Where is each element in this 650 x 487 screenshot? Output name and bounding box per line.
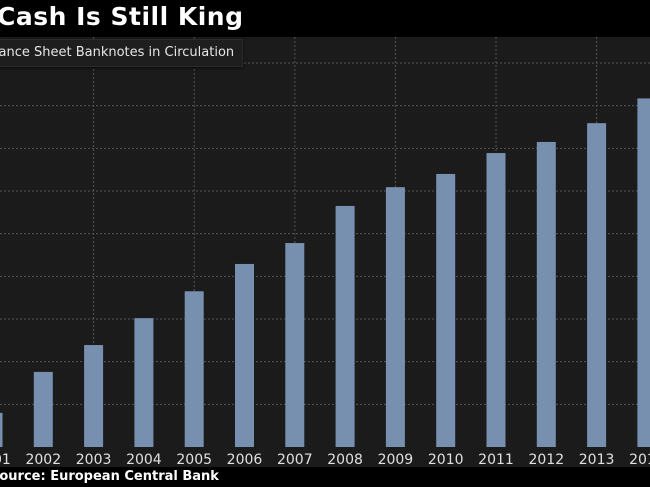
bar-2013 [587,123,607,447]
bar-2011 [486,153,506,447]
x-tick-label: 2008 [327,452,363,468]
chart-title: Cash Is Still King [0,2,244,31]
bar-2008 [335,205,355,447]
x-tick-label: 2004 [126,452,162,468]
bar-2005 [184,291,204,447]
x-tick-label: 2012 [528,452,564,468]
bar-2012 [536,141,556,447]
bar-2014 [637,98,650,447]
x-tick-label: 2005 [176,452,212,468]
x-tick-label: 2013 [579,452,615,468]
legend-label: Balance Sheet Banknotes in Circulation [0,45,235,60]
legend: Balance Sheet Banknotes in Circulation [0,39,244,67]
bar-2006 [235,263,254,447]
bar-2009 [385,187,405,447]
x-tick-label: 2014 [629,452,650,468]
x-tick-label: 2002 [25,452,61,468]
bar-2001 [0,412,3,447]
bar-2004 [134,318,154,447]
x-tick-label: 2010 [428,452,464,468]
x-tick-label: 2009 [378,452,414,468]
bar-2010 [436,173,456,447]
x-tick-label: 2011 [478,452,514,468]
bar-2002 [33,371,53,447]
bar-2007 [285,243,305,447]
bar-2003 [84,345,104,447]
x-tick-label: 2006 [227,452,263,468]
x-tick-label: 2007 [277,452,313,468]
x-tick-label: 2001 [0,452,11,468]
x-tick-label: 2003 [76,452,112,468]
source-footer: Source: European Central Bank [0,469,219,484]
